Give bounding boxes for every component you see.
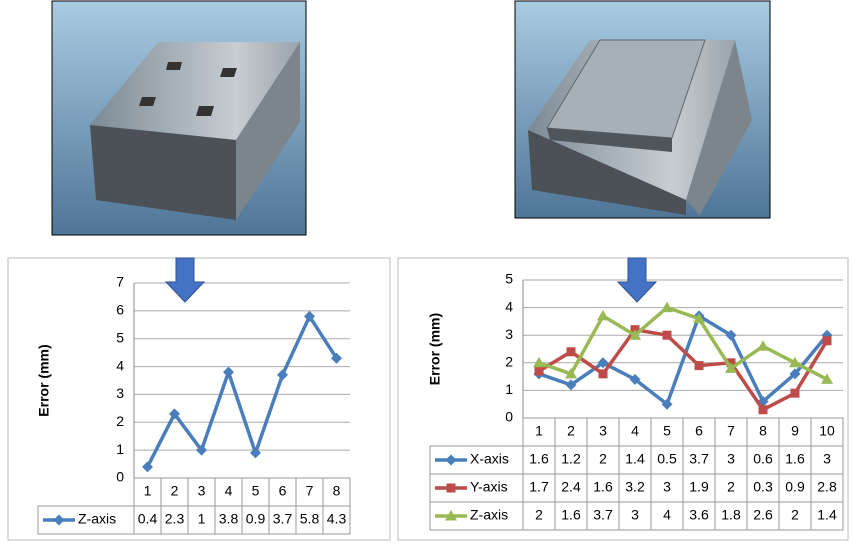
table-value: 3 [727, 451, 735, 467]
x-tick-label: 8 [333, 483, 341, 499]
y-tick-label: 3 [116, 385, 124, 401]
x-tick-label: 8 [759, 423, 767, 439]
y-tick-label: 5 [505, 271, 513, 287]
y-tick-label: 1 [505, 381, 513, 397]
table-value: 0.3 [753, 479, 773, 495]
x-tick-label: 4 [631, 423, 639, 439]
table-value: 3 [631, 507, 639, 523]
marker [535, 367, 544, 376]
legend-label: Z-axis [78, 511, 116, 527]
x-tick-label: 4 [225, 483, 233, 499]
x-tick-label: 2 [567, 423, 575, 439]
table-value: 2.3 [165, 511, 185, 527]
y-tick-label: 0 [116, 469, 124, 485]
x-tick-label: 6 [695, 423, 703, 439]
x-tick-label: 6 [279, 483, 287, 499]
table-value: 2 [727, 479, 735, 495]
render-right [515, 1, 770, 218]
table-value: 3 [823, 451, 831, 467]
render-left [52, 1, 306, 235]
marker [695, 361, 704, 370]
table-value: 2.8 [817, 479, 837, 495]
table-value: 1 [198, 511, 206, 527]
table-value: 3.6 [689, 507, 709, 523]
table-value: 1.6 [785, 451, 805, 467]
marker [599, 369, 608, 378]
y-tick-label: 2 [505, 354, 513, 370]
table-value: 1.4 [625, 451, 645, 467]
table-value: 3.8 [219, 511, 239, 527]
x-tick-label: 3 [198, 483, 206, 499]
table-value: 4.3 [327, 511, 347, 527]
table-value: 1.2 [561, 451, 581, 467]
legend-label: X-axis [470, 451, 509, 467]
table-value: 2 [535, 507, 543, 523]
y-tick-label: 0 [505, 409, 513, 425]
y-axis-title: Error (mm) [36, 344, 52, 416]
y-tick-label: 1 [116, 441, 124, 457]
table-value: 1.6 [529, 451, 549, 467]
table-value: 3.7 [593, 507, 613, 523]
y-tick-label: 4 [116, 357, 124, 373]
table-value: 0.9 [785, 479, 805, 495]
table-value: 1.4 [817, 507, 837, 523]
table-value: 3.7 [273, 511, 293, 527]
marker [447, 484, 456, 493]
y-tick-label: 7 [116, 274, 124, 290]
y-tick-label: 3 [505, 326, 513, 342]
y-tick-label: 2 [116, 413, 124, 429]
table-value: 4 [663, 507, 671, 523]
table-value: 1.6 [561, 507, 581, 523]
table-value: 2 [791, 507, 799, 523]
y-tick-label: 5 [116, 329, 124, 345]
table-value: 1.9 [689, 479, 709, 495]
table-value: 3.2 [625, 479, 645, 495]
x-tick-label: 7 [727, 423, 735, 439]
x-tick-label: 2 [171, 483, 179, 499]
table-value: 0.4 [138, 511, 158, 527]
table-value: 5.8 [300, 511, 320, 527]
table-value: 3 [663, 479, 671, 495]
table-value: 1.8 [721, 507, 741, 523]
x-tick-label: 1 [144, 483, 152, 499]
table-value: 0.5 [657, 451, 677, 467]
table-value: 1.7 [529, 479, 549, 495]
y-axis-title: Error (mm) [427, 313, 443, 385]
table-value: 0.9 [246, 511, 266, 527]
marker [567, 347, 576, 356]
x-tick-label: 1 [535, 423, 543, 439]
table-value: 3.7 [689, 451, 709, 467]
table-value: 2.4 [561, 479, 581, 495]
table-value: 2.6 [753, 507, 773, 523]
marker [791, 389, 800, 398]
x-tick-label: 10 [819, 423, 835, 439]
legend-label: Z-axis [470, 507, 508, 523]
legend-label: Y-axis [470, 479, 508, 495]
marker [663, 331, 672, 340]
marker [823, 336, 832, 345]
x-tick-label: 9 [791, 423, 799, 439]
table-value: 1.6 [593, 479, 613, 495]
table-value: 2 [599, 451, 607, 467]
table-value: 0.6 [753, 451, 773, 467]
x-tick-label: 5 [252, 483, 260, 499]
marker [759, 405, 768, 414]
figure: 01234567Error (mm)12345678Z-axis0.42.313… [0, 0, 852, 542]
y-tick-label: 6 [116, 302, 124, 318]
x-tick-label: 7 [306, 483, 314, 499]
y-tick-label: 4 [505, 298, 513, 314]
x-tick-label: 3 [599, 423, 607, 439]
x-tick-label: 5 [663, 423, 671, 439]
